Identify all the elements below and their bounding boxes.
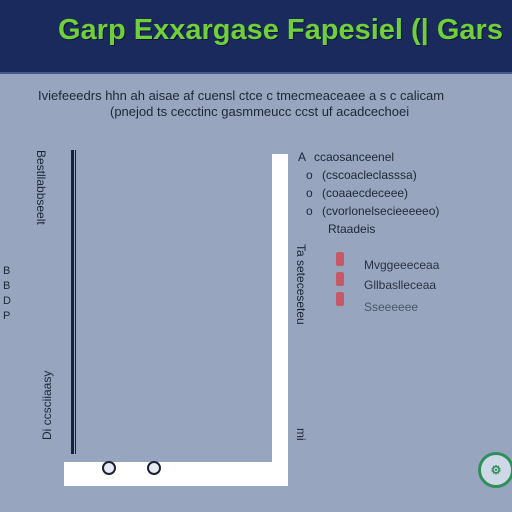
legend-label: (cvorlonelsecieeeeeo) — [322, 204, 440, 218]
right-axis-label: Ta seteceseteu — [294, 244, 308, 325]
legend-item: Rtaadeis — [298, 220, 508, 238]
plot-panel — [64, 155, 274, 487]
left-letter: D — [3, 295, 11, 307]
red-swatch — [336, 252, 344, 266]
legend-bullet: A — [298, 150, 307, 164]
red-legend-label: Mvggeeeceaa — [364, 258, 440, 272]
red-swatch — [336, 272, 344, 286]
legend-label: ccaosanceenel — [314, 150, 395, 164]
legend-item: o (cvorlonelsecieeeeeo) — [298, 202, 508, 220]
left-letter-column: B B D P — [3, 264, 13, 324]
plot-panel-right-edge — [272, 154, 288, 462]
legend-bullet: o — [306, 168, 313, 182]
gear-icon: ⚙ — [478, 452, 512, 488]
plot-panel-bottom-edge — [64, 462, 288, 486]
legend-label: (coaaecdeceee) — [322, 186, 409, 200]
red-legend-label: Gllbaslleceaa — [364, 278, 437, 292]
legend-bullet: o — [306, 204, 313, 218]
left-letter: B — [3, 265, 11, 277]
legend-bullet: o — [306, 186, 313, 200]
legend: A ccaosanceenel o (cscoacleclasssa) o (c… — [298, 148, 508, 238]
y-axis-label-secondary: Bestllabbseelt — [34, 150, 48, 225]
legend-label: (cscoacleclasssa) — [322, 168, 417, 182]
red-swatch — [336, 292, 344, 306]
red-legend-group: Mvggeeeceaa Gllbaslleceaa Sseeeeee — [330, 250, 480, 314]
y-axis-line-inner — [75, 150, 76, 454]
legend-item: o (coaaecdeceee) — [298, 184, 508, 202]
subtitle-line-1: Iviefeeedrs hhn ah aisae af cuensl ctce … — [38, 88, 445, 103]
left-letter: P — [3, 310, 11, 322]
page-title: Garp Exxargase Fapesiel (| Gars — [58, 14, 503, 46]
y-axis-line — [71, 150, 74, 454]
legend-item: o (cscoacleclasssa) — [298, 166, 508, 184]
left-letter: B — [3, 280, 11, 292]
subtitle-line-2: (pnejod ts cecctinc gasmmeucc ccst uf ac… — [110, 104, 410, 119]
red-legend-label: Sseeeeee — [364, 300, 419, 314]
right-axis-label-lower: mi — [294, 428, 308, 441]
legend-item: A ccaosanceenel — [298, 148, 508, 166]
y-axis-label: Di ccsciiaasy — [40, 370, 54, 440]
header-bar: Garp Exxargase Fapesiel (| Gars — [0, 0, 512, 74]
legend-label: Rtaadeis — [328, 222, 376, 236]
logo-glyph: ⚙ — [490, 463, 502, 477]
